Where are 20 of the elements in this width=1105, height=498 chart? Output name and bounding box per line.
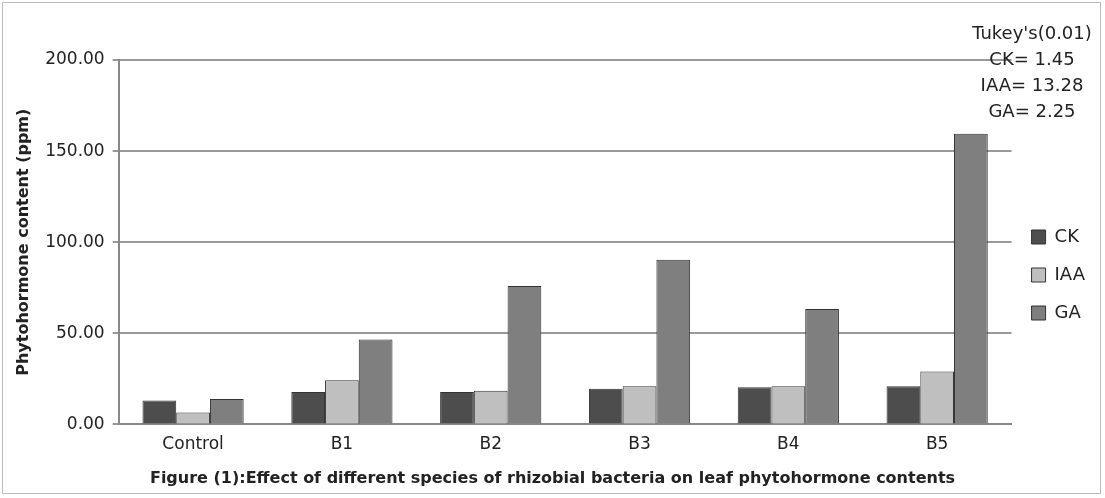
y-tick-label: 150.00 (45, 139, 105, 160)
y-tick-label: 0.00 (66, 412, 105, 433)
y-tick-label: 100.00 (45, 230, 105, 251)
legend-label: CK (1054, 224, 1081, 246)
y-tick-label: 200.00 (45, 48, 105, 69)
x-tick-label: Control (162, 433, 224, 454)
x-tick-label: B5 (925, 433, 949, 454)
legend-label: IAA (1054, 262, 1086, 284)
annotation: IAA= 13.28 (979, 73, 1085, 97)
x-tick-label: B1 (330, 433, 354, 454)
x-tick-label: B2 (479, 433, 502, 454)
annotation: GA= 2.25 (987, 99, 1077, 123)
y-tick-label: 50.00 (56, 321, 105, 342)
x-tick-label: B3 (628, 433, 651, 454)
x-tick-label: B4 (777, 433, 800, 454)
text: Tukey's(0.01) (971, 21, 1093, 45)
annotation: CK= 1.45 (988, 47, 1076, 71)
text: Figure (1):Effect of different species of rhizobial bacteria on leaf phytohormone contents (149, 467, 956, 487)
legend-label: GA (1054, 300, 1082, 322)
y-axis-title: Phytohormone content (ppm) (12, 108, 32, 376)
